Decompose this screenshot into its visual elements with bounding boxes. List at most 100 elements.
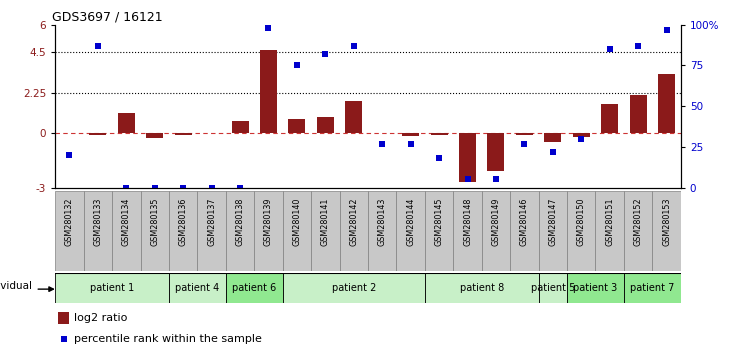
Text: GSM280137: GSM280137 [207, 198, 216, 246]
Bar [169, 191, 197, 271]
Bar [397, 191, 425, 271]
Bar [516, 133, 533, 135]
Bar [112, 191, 141, 271]
Bar [487, 133, 504, 171]
Point [121, 185, 132, 190]
Bar [652, 191, 681, 271]
Text: GSM280136: GSM280136 [179, 198, 188, 246]
Text: patient 3: patient 3 [573, 282, 618, 293]
Bar [453, 191, 482, 271]
Text: GSM280149: GSM280149 [492, 198, 500, 246]
Text: patient 1: patient 1 [90, 282, 134, 293]
Bar [539, 191, 567, 271]
Point [234, 185, 246, 190]
Point [348, 43, 360, 49]
Text: GSM280135: GSM280135 [150, 198, 159, 246]
Point [434, 155, 445, 161]
Text: GSM280146: GSM280146 [520, 198, 529, 246]
Bar [368, 191, 397, 271]
Bar [567, 191, 595, 271]
Text: GSM280151: GSM280151 [605, 198, 615, 246]
Bar [339, 191, 368, 271]
Point [405, 141, 417, 147]
Point [149, 185, 160, 190]
Bar [482, 191, 510, 271]
Text: patient 4: patient 4 [175, 282, 219, 293]
Text: GSM280139: GSM280139 [264, 198, 273, 246]
Text: log2 ratio: log2 ratio [74, 313, 127, 323]
Point [291, 63, 302, 68]
Text: patient 2: patient 2 [332, 282, 376, 293]
Bar [254, 191, 283, 271]
Bar [58, 312, 69, 324]
Bar [226, 191, 254, 271]
Point [632, 43, 644, 49]
Point [604, 46, 615, 52]
Bar [425, 191, 453, 271]
Text: GSM280138: GSM280138 [236, 198, 244, 246]
Bar [283, 191, 311, 271]
Bar [345, 101, 362, 133]
Point [286, 218, 297, 224]
Bar [84, 191, 112, 271]
Bar [402, 133, 420, 136]
Bar [289, 119, 305, 133]
Text: GSM280141: GSM280141 [321, 198, 330, 246]
Bar [601, 104, 618, 133]
Point [92, 43, 104, 49]
Text: GSM280132: GSM280132 [65, 198, 74, 246]
Bar [232, 121, 249, 133]
Bar [197, 191, 226, 271]
Bar [146, 133, 163, 138]
Point [518, 141, 530, 147]
Text: GSM280147: GSM280147 [548, 198, 557, 246]
Bar [595, 191, 624, 271]
Bar [510, 191, 539, 271]
Text: GSM280148: GSM280148 [463, 198, 472, 246]
Bar [624, 191, 652, 271]
Bar [567, 273, 624, 303]
Text: percentile rank within the sample: percentile rank within the sample [74, 333, 262, 344]
Point [319, 51, 331, 57]
Point [177, 185, 189, 190]
Bar [169, 273, 226, 303]
Bar [55, 191, 84, 271]
Bar [260, 50, 277, 133]
Point [576, 136, 587, 142]
Bar [425, 273, 539, 303]
Point [63, 152, 75, 158]
Bar [283, 273, 425, 303]
Text: patient 7: patient 7 [630, 282, 675, 293]
Text: GSM280144: GSM280144 [406, 198, 415, 246]
Text: GSM280153: GSM280153 [662, 198, 671, 246]
Bar [316, 117, 334, 133]
Text: GDS3697 / 16121: GDS3697 / 16121 [52, 11, 163, 24]
Point [461, 177, 473, 182]
Text: GSM280140: GSM280140 [292, 198, 302, 246]
Bar [89, 133, 107, 135]
Bar [141, 191, 169, 271]
Text: GSM280150: GSM280150 [577, 198, 586, 246]
Point [376, 141, 388, 147]
Bar [459, 133, 476, 182]
Point [661, 27, 673, 33]
Bar [55, 273, 169, 303]
Point [490, 177, 502, 182]
Bar [311, 191, 339, 271]
Bar [629, 95, 647, 133]
Text: patient 6: patient 6 [232, 282, 277, 293]
Bar [118, 113, 135, 133]
Text: GSM280134: GSM280134 [121, 198, 131, 246]
Bar [431, 133, 447, 135]
Text: patient 8: patient 8 [459, 282, 504, 293]
Text: GSM280143: GSM280143 [378, 198, 386, 246]
Text: individual: individual [0, 281, 32, 291]
Text: patient 5: patient 5 [531, 282, 575, 293]
Point [205, 185, 217, 190]
Text: GSM280133: GSM280133 [93, 198, 102, 246]
Point [263, 25, 275, 31]
Bar [624, 273, 681, 303]
Text: GSM280152: GSM280152 [634, 198, 643, 246]
Point [547, 149, 559, 155]
Bar [573, 133, 590, 137]
